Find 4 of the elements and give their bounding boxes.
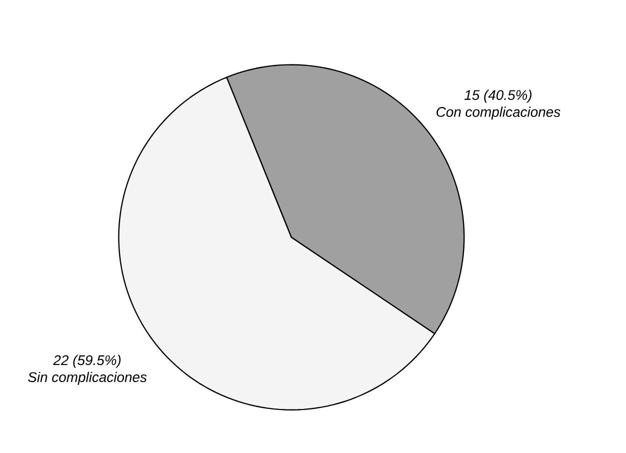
data-label: 22 (59.5%) xyxy=(53,354,121,368)
data-label: 15 (40.5%) xyxy=(464,90,532,103)
slice-label: Con complicaciones xyxy=(436,106,560,120)
slice-label: Sin complicaciones xyxy=(28,372,147,385)
